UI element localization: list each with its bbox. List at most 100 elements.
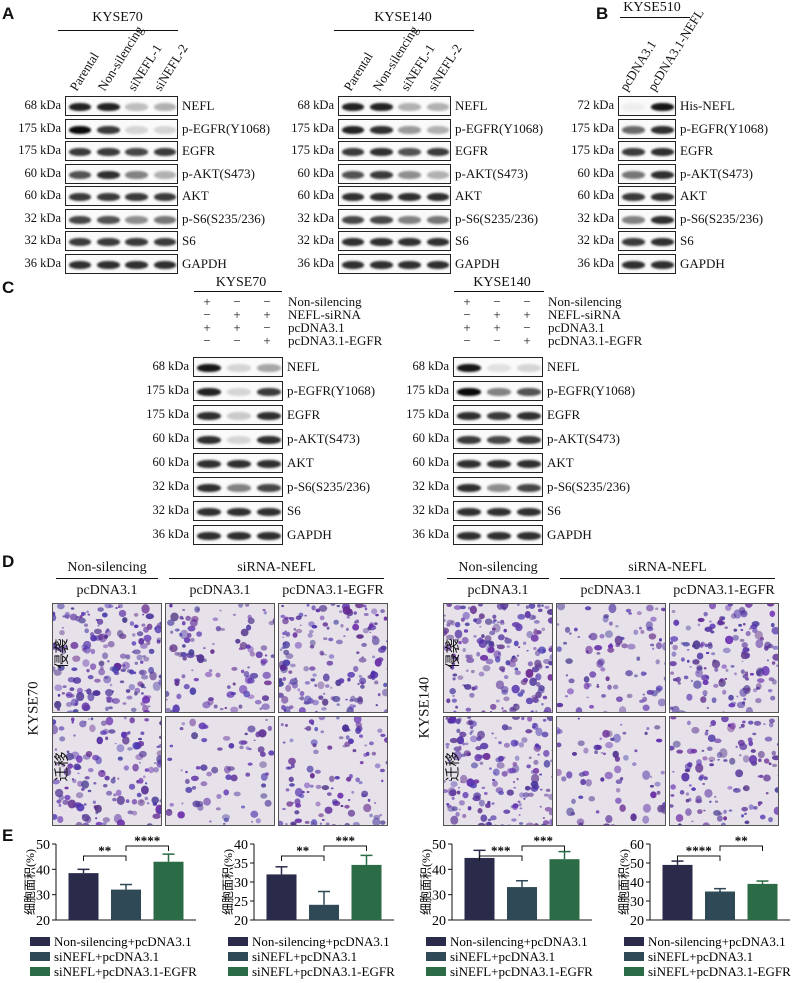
kda-label: 32 kDa — [412, 503, 449, 517]
protein-band — [517, 436, 541, 445]
protein-band — [487, 436, 511, 445]
condition-sign: − — [493, 294, 501, 309]
row-label: 侵袭 — [54, 638, 71, 669]
protein-band — [370, 260, 393, 269]
protein-band — [153, 215, 177, 224]
protein-label: AKT — [547, 455, 574, 470]
condition-sign: + — [233, 307, 241, 322]
protein-band — [457, 436, 481, 445]
protein-band — [197, 508, 221, 517]
protein-band — [457, 484, 481, 493]
protein-band — [125, 260, 148, 269]
transwell-image — [165, 716, 275, 826]
legend-swatch — [624, 937, 644, 946]
protein-band — [257, 412, 281, 421]
blot-strip — [65, 118, 178, 139]
protein-band — [153, 193, 177, 202]
bar — [464, 857, 495, 920]
significance-label: **** — [686, 843, 712, 858]
protein-label: p-S6(S235/236) — [547, 479, 631, 494]
protein-band — [97, 215, 120, 224]
protein-band — [257, 460, 281, 469]
condition-sign: + — [263, 333, 271, 348]
legend-swatch — [426, 952, 446, 961]
y-tick-label: 20 — [36, 914, 50, 929]
kda-label: 60 kDa — [297, 188, 334, 202]
kda-label: 175 kDa — [146, 383, 189, 397]
condition-label: NEFL-siRNA — [548, 307, 621, 322]
kda-label: 175 kDa — [18, 143, 61, 157]
protein-band — [650, 170, 675, 179]
row-label: 迁移 — [445, 751, 462, 782]
kda-label: 60 kDa — [577, 188, 614, 202]
protein-band — [257, 484, 281, 493]
protein-label: S6 — [455, 233, 469, 248]
protein-band — [426, 148, 450, 157]
kda-label: 60 kDa — [577, 165, 614, 180]
protein-band — [398, 215, 421, 224]
kda-label: 68 kDa — [412, 359, 449, 373]
blot-strip — [65, 186, 178, 206]
panel-b-kyse510-title: KYSE510 — [623, 0, 681, 15]
protein-label: p-AKT(S473) — [680, 165, 753, 181]
y-tick-label: 40 — [630, 876, 644, 891]
protein-band — [68, 170, 92, 179]
kda-label: 175 kDa — [406, 407, 449, 421]
protein-band — [341, 170, 365, 179]
blot-strip — [65, 141, 178, 161]
y-axis-label: 细胞面积(%) — [221, 849, 235, 915]
protein-band — [97, 148, 120, 157]
protein-band — [257, 532, 281, 541]
protein-band — [650, 260, 675, 269]
blot-strip — [453, 501, 543, 521]
panel-c-label: C — [2, 278, 15, 297]
protein-band — [457, 532, 481, 541]
group-header: siRNA-NEFL — [237, 560, 316, 575]
legend-label: Non-silencing+pcDNA3.1 — [54, 934, 192, 949]
protein-label: EGFR — [287, 407, 321, 422]
protein-band — [650, 103, 675, 112]
kda-label: 32 kDa — [152, 503, 189, 517]
condition-sign: − — [233, 333, 241, 348]
blot-strip — [338, 253, 451, 274]
protein-label: AKT — [455, 188, 482, 203]
significance-bracket — [677, 855, 721, 861]
condition-label: Non-silencing — [548, 294, 622, 309]
protein-band — [227, 484, 251, 493]
significance-label: **** — [134, 833, 160, 848]
transwell-image — [556, 603, 666, 713]
divider — [620, 17, 690, 18]
protein-band — [341, 125, 365, 134]
protein-band — [457, 412, 481, 421]
y-tick-label: 30 — [630, 895, 644, 910]
blot-strip — [618, 141, 676, 161]
protein-band — [68, 260, 92, 269]
protein-label: NEFL — [455, 98, 488, 113]
protein-label: p-EGFR(Y1068) — [182, 120, 271, 136]
protein-band — [426, 260, 450, 269]
panel-d-label: D — [2, 552, 15, 571]
kda-label: 175 kDa — [291, 143, 334, 157]
row-label: 侵袭 — [445, 638, 462, 669]
kda-label: 32 kDa — [24, 210, 61, 225]
protein-label: S6 — [182, 233, 196, 248]
blot-strip — [453, 525, 543, 545]
blot-strip — [618, 96, 676, 116]
protein-band — [621, 103, 646, 112]
panel-a-label: A — [2, 4, 15, 23]
y-tick-label: 30 — [234, 876, 248, 891]
y-axis-label: 细胞面积(%) — [23, 849, 37, 915]
blot-strip — [193, 525, 283, 545]
protein-label: p-EGFR(Y1068) — [547, 383, 636, 398]
protein-label: GAPDH — [182, 255, 227, 271]
protein-band — [621, 148, 646, 157]
kda-label: 36 kDa — [152, 527, 189, 541]
protein-band — [68, 238, 92, 247]
protein-band — [487, 364, 511, 373]
blot-strip — [193, 429, 283, 449]
protein-band — [457, 460, 481, 469]
protein-band — [517, 484, 541, 493]
divider — [447, 578, 549, 579]
column-header: pcDNA3.1 — [76, 583, 138, 598]
significance-bracket — [719, 845, 763, 851]
